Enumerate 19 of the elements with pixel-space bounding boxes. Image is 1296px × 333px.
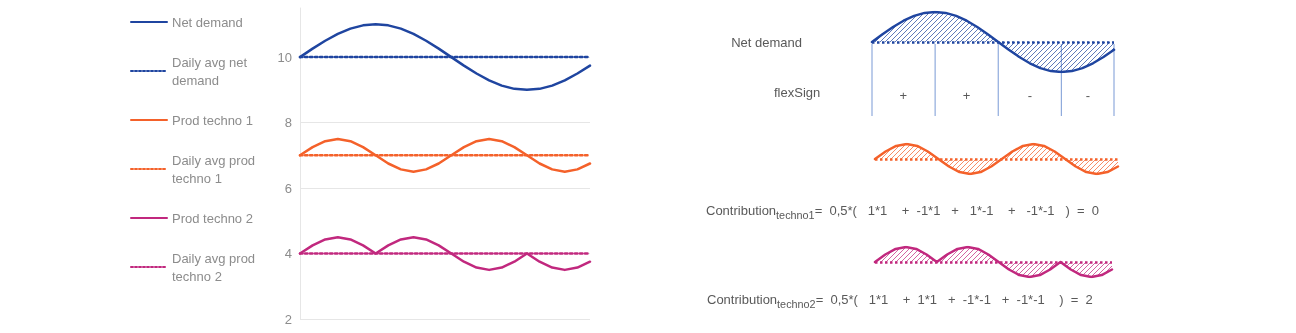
- y-tick-label: 4: [284, 246, 292, 262]
- legend-label: Daily avg net demand: [172, 54, 251, 88]
- text: Contribution$_{techno2}$= 0,5*( 1*1 + 1*1 + -1*-1 + -1*-1 ) = 2: [707, 292, 1093, 310]
- y-tick-label: 8: [284, 115, 292, 131]
- text: Contribution$_{techno1}$= 0,5*( 1*1 + -1*1 + 1*-1 + -1*-1 ) = 0: [706, 203, 1099, 221]
- y-tick-label: 2: [284, 311, 292, 327]
- text: -: [1027, 88, 1033, 103]
- y-axis-title: Net demand: [731, 34, 802, 50]
- legend-label: Prod techno 1: [172, 112, 253, 128]
- legend-label: Net demand: [172, 14, 243, 30]
- text: flexSign: [774, 85, 821, 100]
- text: +: [899, 88, 908, 103]
- y-tick-label: 6: [284, 180, 292, 196]
- legend-label: Daily avg prod techno 1: [172, 152, 259, 186]
- legend-label: Prod techno 2: [172, 210, 253, 226]
- text: -: [1085, 88, 1091, 103]
- legend-label: Daily avg prod techno 2: [172, 250, 259, 284]
- y-tick-label: 10: [277, 49, 292, 65]
- text: +: [962, 88, 971, 103]
